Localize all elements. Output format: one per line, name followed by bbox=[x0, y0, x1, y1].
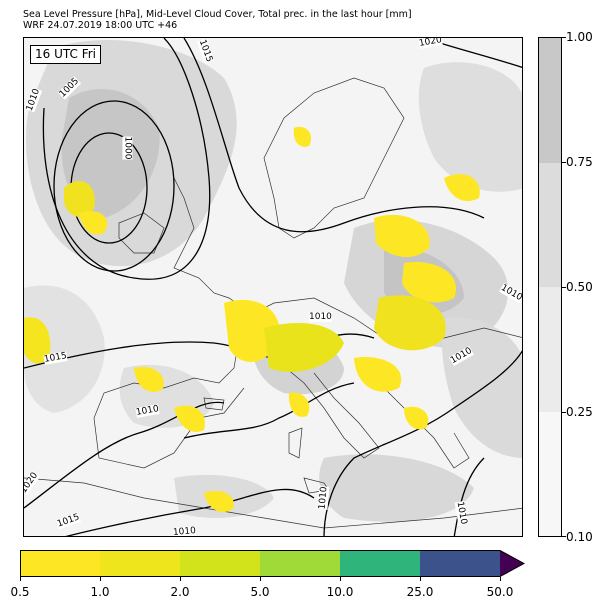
precip-cbar-tick-label: 2.0 bbox=[170, 585, 190, 599]
cloud-cbar-tick-label: 1.00 bbox=[566, 30, 593, 44]
cloud-cbar-tick-mark bbox=[562, 162, 566, 163]
precip-cbar-tick-mark bbox=[20, 577, 21, 581]
precip-cbar-tick-mark bbox=[500, 577, 501, 581]
precip-cbar-tick-label: 50.0 bbox=[486, 585, 514, 599]
precip-cbar-segment bbox=[100, 550, 180, 577]
precip-cbar-tick-label: 25.0 bbox=[406, 585, 434, 599]
chart-subtitle: WRF 24.07.2019 18:00 UTC +46 bbox=[23, 20, 178, 31]
cloud-cbar-tick-label: 0.10 bbox=[566, 530, 593, 544]
map-canvas bbox=[24, 38, 522, 536]
precip-cbar-tick-mark bbox=[100, 577, 101, 581]
cloud-cover-colorbar bbox=[538, 37, 562, 537]
cloud-cbar-segment bbox=[539, 411, 561, 536]
precip-cbar-tick-mark bbox=[260, 577, 261, 581]
cloud-cbar-segment bbox=[539, 38, 561, 163]
cloud-cbar-segment bbox=[539, 162, 561, 287]
cloud-cbar-segment bbox=[539, 287, 561, 412]
precip-cbar-segment bbox=[180, 550, 260, 577]
isobar-label: 1010 bbox=[309, 312, 332, 322]
cloud-cbar-tick-mark bbox=[562, 287, 566, 288]
isobar-label: 1000 bbox=[122, 136, 133, 160]
precip-cbar-tick-label: 5.0 bbox=[250, 585, 270, 599]
precip-cbar-segment bbox=[340, 550, 420, 577]
isobar-label: 1010 bbox=[317, 486, 330, 510]
isobar-label: 1010 bbox=[172, 526, 197, 537]
precip-cbar-segment bbox=[260, 550, 340, 577]
cloud-cbar-tick-label: 0.25 bbox=[566, 405, 593, 419]
valid-time-badge: 16 UTC Fri bbox=[30, 45, 101, 64]
precip-cbar-tick-mark bbox=[180, 577, 181, 581]
chart-title: Sea Level Pressure [hPa], Mid-Level Clou… bbox=[23, 9, 412, 20]
cloud-cbar-tick-mark bbox=[562, 412, 566, 413]
precip-cbar-tick-mark bbox=[340, 577, 341, 581]
precip-cbar-tick-mark bbox=[420, 577, 421, 581]
precip-cbar-tick-label: 1.0 bbox=[90, 585, 110, 599]
precipitation-colorbar bbox=[20, 550, 525, 577]
precip-cbar-segment bbox=[20, 550, 100, 577]
precipitation-layer bbox=[24, 126, 480, 513]
precip-cbar-segment bbox=[420, 550, 500, 577]
cloud-cbar-tick-label: 0.75 bbox=[566, 155, 593, 169]
precip-cbar-tick-label: 0.5 bbox=[10, 585, 30, 599]
precip-cbar-tick-label: 10.0 bbox=[326, 585, 354, 599]
isobars bbox=[24, 38, 522, 536]
cloud-cbar-tick-mark bbox=[562, 536, 566, 537]
cloud-cbar-tick-mark bbox=[562, 37, 566, 38]
cloud-cbar-tick-label: 0.50 bbox=[566, 280, 593, 294]
precip-cbar-extend-arrow bbox=[500, 550, 524, 577]
weather-map: 1020 1015 1010 1005 1000 1010 1010 1015 … bbox=[23, 37, 523, 537]
